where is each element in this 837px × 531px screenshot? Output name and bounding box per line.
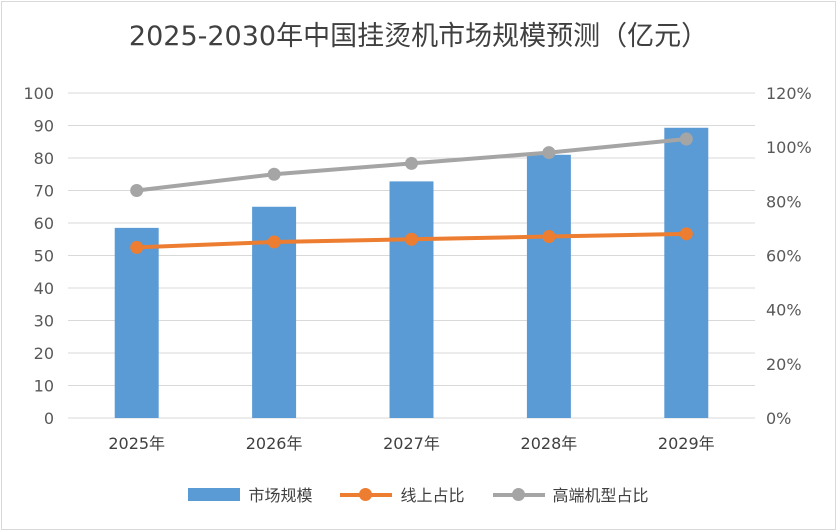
y-left-tick-label: 40 [34,279,54,298]
y-left-tick-label: 100 [23,84,54,103]
x-tick-label: 2027年 [383,434,440,453]
data-point [405,156,418,170]
y-right-tick-label: 120% [766,84,812,103]
x-tick-label: 2028年 [521,434,578,453]
y-left-tick-label: 30 [34,312,54,331]
chart-legend: 市场规模 线上占比 高端机型占比 [0,482,837,506]
legend-label-highend-share: 高端机型占比 [552,486,649,505]
y-left-tick-label: 20 [34,344,54,363]
data-point [679,132,693,146]
legend-label-market-size: 市场规模 [248,486,313,505]
y-left-tick-label: 80 [34,149,54,168]
data-point [130,240,144,254]
y-right-tick-label: 100% [766,138,812,157]
bar [526,154,571,418]
x-tick-label: 2026年 [246,434,303,453]
y-right-tick-label: 0% [766,409,791,428]
x-tick-label: 2029年 [658,434,715,453]
legend-swatch-market-size [188,487,241,501]
bar [114,227,159,418]
y-left-tick-label: 0 [44,409,54,428]
chart-title: 2025-2030年中国挂烫机市场规模预测（亿元） [128,21,709,52]
legend-swatch-online-share [340,487,393,501]
data-point [542,146,556,160]
y-left-tick-label: 70 [34,182,54,201]
y-right-tick-label: 60% [766,247,802,266]
y-right-tick-label: 40% [766,301,802,320]
y-left-tick-label: 10 [34,377,54,396]
y-left-tick-label: 90 [34,117,54,136]
legend-item-market-size: 市场规模 [188,482,312,506]
bar [664,127,709,419]
legend-label-online-share: 线上占比 [400,486,465,505]
y-right-tick-label: 80% [766,192,802,211]
legend-item-online-share: 线上占比 [340,482,465,506]
y-left-tick-label: 50 [34,247,54,266]
data-point [267,167,281,181]
data-point [679,227,693,241]
y-right-tick-label: 20% [766,355,802,374]
legend-swatch-highend-share [492,487,545,501]
y-left-tick-label: 60 [34,214,54,233]
x-tick-label: 2025年 [108,434,165,453]
data-point [130,184,144,197]
data-point [405,232,418,246]
legend-item-highend-share: 高端机型占比 [492,482,649,506]
bar [389,181,434,418]
data-point [542,230,556,244]
data-point [267,235,281,249]
